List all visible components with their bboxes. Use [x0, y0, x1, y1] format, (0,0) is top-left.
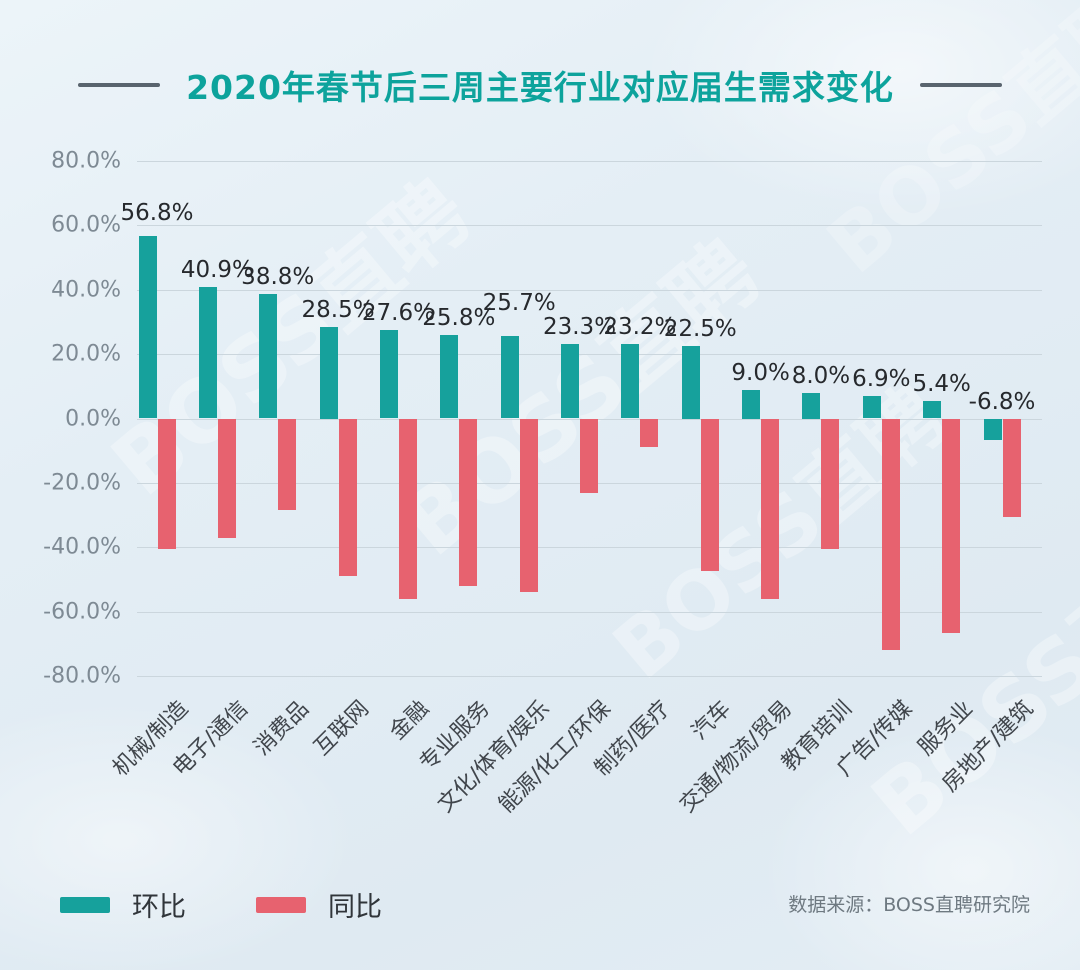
bar-同比-房地产/建筑: [1002, 418, 1021, 517]
bar-环比-汽车: [681, 346, 700, 419]
gridline: [137, 225, 1042, 227]
plot-area: 80.0% 60.0% 40.0% 20.0% 0.0% -20.0% -40.0% -60.…: [43, 149, 1042, 689]
bar-同比-汽车: [700, 418, 719, 572]
bar-环比-制药/医疗: [621, 343, 640, 419]
bar-环比-电子/通信: [198, 286, 217, 419]
cloud-decoration: [0, 700, 360, 970]
data-label: 56.8%: [120, 199, 194, 226]
data-label: -6.8%: [968, 388, 1036, 415]
data-label: 40.9%: [180, 256, 254, 283]
gridline: [137, 676, 1042, 677]
gridline: [137, 161, 1042, 162]
bar-同比-能源/化工/环保: [580, 418, 599, 493]
y-axis-tick-label: 20.0%: [51, 341, 121, 367]
title-dash-left: [78, 83, 161, 87]
y-axis-tick-label: -60.0%: [43, 599, 121, 625]
bar-环比-房地产/建筑: [983, 418, 1002, 441]
y-axis-tick-label: -20.0%: [43, 470, 121, 496]
legend-swatch: [256, 896, 306, 913]
bar-同比-互联网: [338, 418, 357, 577]
bar-同比-机械/制造: [157, 418, 176, 549]
x-axis-category-label: 互联网: [309, 696, 375, 761]
data-label: 23.3%: [542, 313, 617, 340]
bar-同比-广告/传媒: [881, 418, 900, 651]
gridline: [137, 289, 1042, 291]
data-label: 23.2%: [603, 313, 677, 340]
data-label: 5.4%: [912, 371, 971, 398]
legend-item-环比: 环比: [60, 885, 186, 924]
legend-label: 同比: [328, 892, 382, 923]
legend-item-同比: 同比: [256, 885, 382, 924]
data-source-label: 数据来源：BOSS直聘研究院: [788, 894, 1030, 916]
data-label: 25.8%: [422, 305, 496, 332]
gridline: [137, 354, 1042, 356]
bar-同比-电子/通信: [217, 418, 236, 538]
bar-环比-教育培训: [802, 392, 821, 419]
bar-环比-交通/物流/贸易: [742, 389, 761, 419]
data-label: 28.5%: [301, 296, 375, 323]
data-label: 6.9%: [852, 366, 911, 393]
gridline: [137, 611, 1042, 613]
chart-legend: 环比 同比: [60, 885, 382, 924]
data-label: 25.7%: [482, 289, 556, 316]
bar-同比-金融: [398, 418, 417, 599]
y-axis-tick-label: 60.0%: [51, 212, 121, 238]
gridline: [137, 547, 1042, 549]
bar-环比-专业服务: [440, 335, 459, 419]
bar-环比-能源/化工/环保: [561, 343, 580, 419]
data-label: 8.0%: [791, 362, 851, 389]
bar-同比-交通/物流/贸易: [761, 418, 780, 599]
bar-环比-互联网: [319, 326, 338, 419]
bar-环比-广告/传媒: [862, 396, 881, 419]
title-dash-right: [919, 83, 1002, 87]
bar-同比-教育培训: [821, 418, 840, 549]
data-label: 27.6%: [361, 299, 435, 326]
bar-环比-服务业: [923, 401, 942, 419]
chart-title: 2020年春节后三周主要行业对应届生需求变化: [186, 68, 894, 107]
y-axis-tick-label: -40.0%: [43, 534, 121, 560]
x-axis-category-label: 消费品: [249, 696, 314, 761]
bar-同比-专业服务: [459, 418, 478, 586]
bar-同比-制药/医疗: [640, 418, 659, 448]
y-axis-tick-label: 0.0%: [65, 406, 121, 431]
bar-环比-文化/体育/娱乐: [500, 335, 519, 419]
y-axis-tick-label: -80.0%: [43, 663, 121, 689]
data-label: 38.8%: [241, 263, 315, 290]
bar-环比-金融: [379, 329, 398, 419]
y-axis-tick-label: 40.0%: [51, 277, 121, 303]
bar-同比-服务业: [942, 418, 961, 633]
bar-同比-文化/体育/娱乐: [519, 418, 538, 593]
bar-同比-消费品: [278, 418, 297, 511]
data-label: 22.5%: [663, 316, 737, 343]
data-label: 9.0%: [731, 359, 790, 386]
y-axis-tick-label: 80.0%: [51, 148, 121, 174]
legend-swatch: [60, 896, 110, 913]
bar-环比-机械/制造: [138, 235, 157, 419]
chart-title-row: 2020年春节后三周主要行业对应届生需求变化: [0, 64, 1080, 107]
bar-环比-消费品: [259, 293, 278, 419]
legend-label: 环比: [132, 892, 186, 923]
